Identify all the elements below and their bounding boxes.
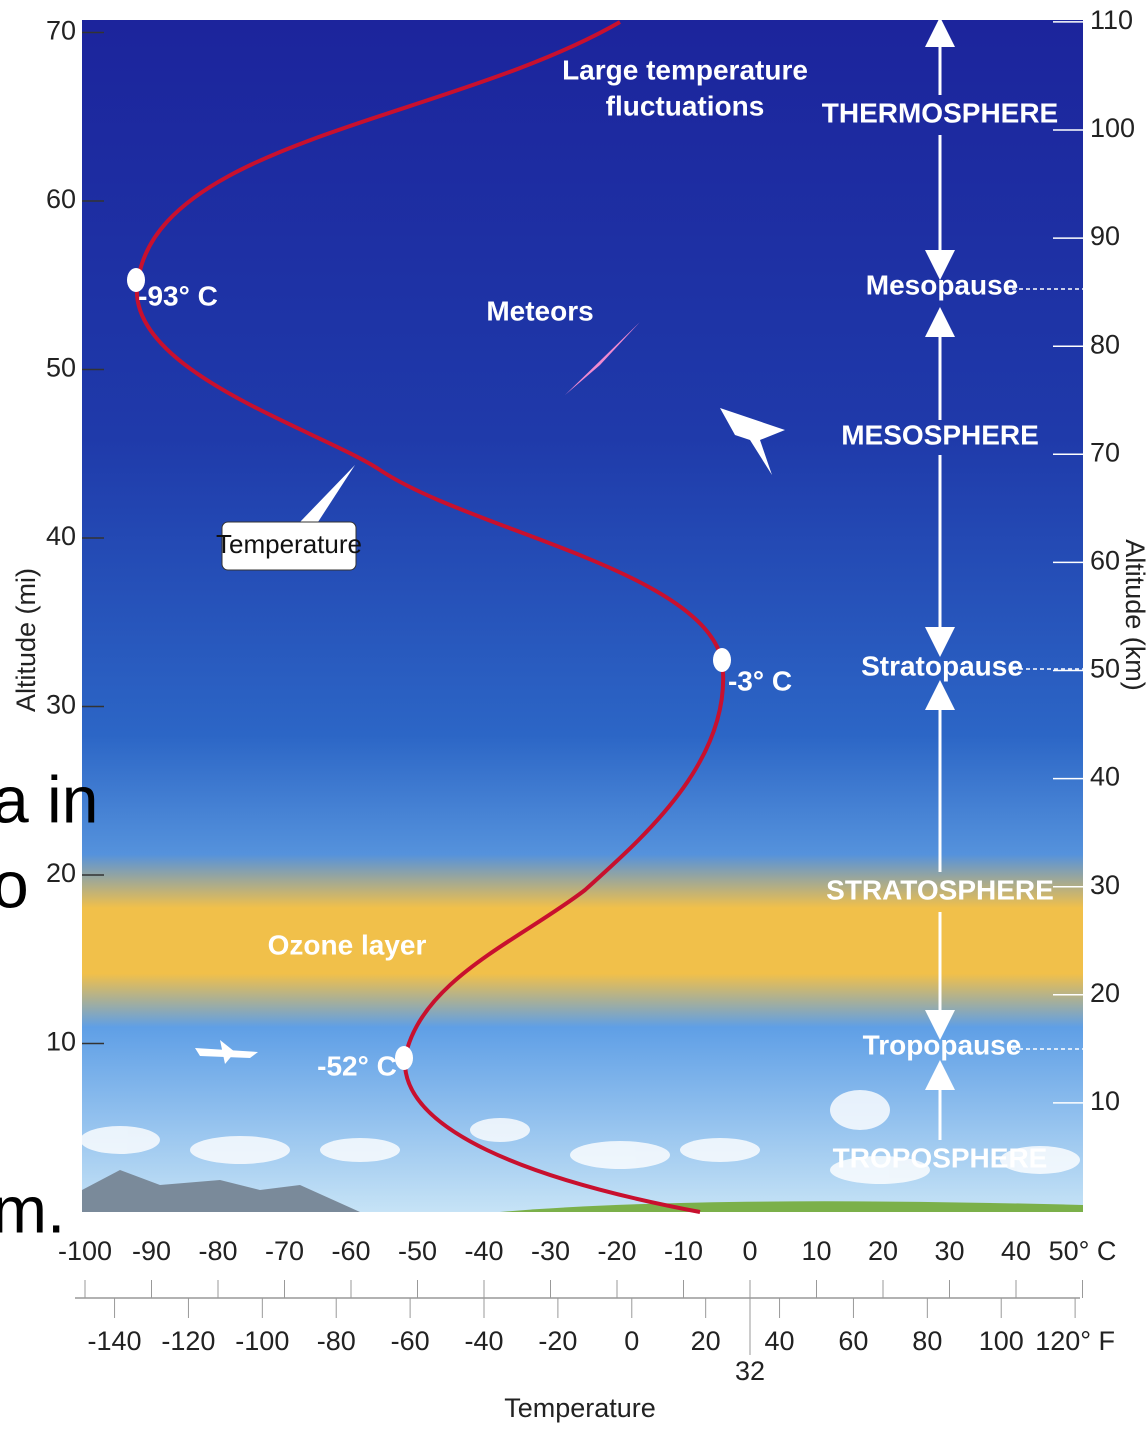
x-tick-label: 120° F <box>1035 1326 1115 1356</box>
layer-label: THERMOSPHERE <box>822 97 1058 128</box>
layer-label: Mesopause <box>866 269 1019 300</box>
x-tick-label: -140 <box>88 1326 142 1356</box>
x-tick-label: 60 <box>838 1326 868 1356</box>
y-tick-label: 90 <box>1090 221 1120 251</box>
atmosphere-diagram: Temperature Large temperature fluctuatio… <box>0 0 1148 1428</box>
y-tick-label: 70 <box>46 16 76 46</box>
x-tick-label: -10 <box>664 1236 703 1266</box>
annotation: Meteors <box>486 295 593 326</box>
point-label: -93° C <box>138 280 218 311</box>
overlay-text: m. <box>0 1172 65 1246</box>
x-tick-label: 0 <box>624 1326 639 1356</box>
layer-label: TROPOSPHERE <box>833 1142 1048 1173</box>
overlay-text: o <box>0 847 29 921</box>
y-tick-label: 20 <box>46 858 76 888</box>
y-tick-label: 10 <box>1090 1086 1120 1116</box>
y-tick-label: 50 <box>1090 654 1120 684</box>
x-tick-label: -100 <box>235 1326 289 1356</box>
x-tick-label: 50° C <box>1049 1236 1117 1266</box>
x-tick-label: -90 <box>132 1236 171 1266</box>
x-tick-label: 20 <box>691 1326 721 1356</box>
y-tick-label: 30 <box>1090 870 1120 900</box>
layer-label: STRATOSPHERE <box>826 874 1054 905</box>
x-tick-label: -60 <box>331 1236 370 1266</box>
x-tick-label: -30 <box>531 1236 570 1266</box>
x-tick-label: -40 <box>464 1326 503 1356</box>
y-tick-label: 100 <box>1090 113 1135 143</box>
x-tick-label: -120 <box>161 1326 215 1356</box>
x-tick-label: 30 <box>934 1236 964 1266</box>
x-tick-label: -20 <box>597 1236 636 1266</box>
y-tick-label: 50 <box>46 353 76 383</box>
x-axis-title: Temperature <box>504 1393 656 1423</box>
x-tick-label: 32 <box>735 1356 765 1386</box>
overlay-text: a in <box>0 762 98 836</box>
x-tick-label: 20 <box>868 1236 898 1266</box>
y-tick-label: 80 <box>1090 329 1120 359</box>
point-label: -52° C <box>317 1050 397 1081</box>
x-tick-label: 0 <box>742 1236 757 1266</box>
layer-label: Tropopause <box>863 1029 1022 1060</box>
x-tick-label: 10 <box>801 1236 831 1266</box>
x-tick-label: 40 <box>765 1326 795 1356</box>
y-tick-label: 10 <box>46 1027 76 1057</box>
layer-label: Stratopause <box>861 650 1023 681</box>
x-tick-label: 40 <box>1001 1236 1031 1266</box>
x-tick-label: -80 <box>317 1326 356 1356</box>
y-tick-label: 60 <box>46 184 76 214</box>
y-tick-label: 40 <box>1090 762 1120 792</box>
y-tick-label: 30 <box>46 690 76 720</box>
x-tick-label: -70 <box>265 1236 304 1266</box>
y-tick-label: 110 <box>1090 5 1133 35</box>
x-tick-label: -40 <box>464 1236 503 1266</box>
x-tick-label: -60 <box>391 1326 430 1356</box>
x-tick-label: -50 <box>398 1236 437 1266</box>
x-tick-label: -20 <box>538 1326 577 1356</box>
x-tick-label: 100 <box>979 1326 1024 1356</box>
x-tick-label: 80 <box>912 1326 942 1356</box>
x-tick-label: -100 <box>58 1236 112 1266</box>
annotation: Large temperature <box>562 54 808 85</box>
left-axis-title: Altitude (mi) <box>11 568 41 712</box>
curve-label: Temperature <box>216 529 362 559</box>
annotation: fluctuations <box>606 90 765 121</box>
layer-label: MESOSPHERE <box>841 419 1039 450</box>
x-tick-label: -80 <box>198 1236 237 1266</box>
y-tick-label: 60 <box>1090 546 1120 576</box>
y-tick-label: 20 <box>1090 978 1120 1008</box>
y-tick-label: 40 <box>46 521 76 551</box>
annotation: Ozone layer <box>268 929 427 960</box>
point-label: -3° C <box>728 665 792 696</box>
right-axis-title: Altitude (km) <box>1120 539 1148 691</box>
y-tick-label: 70 <box>1090 437 1120 467</box>
